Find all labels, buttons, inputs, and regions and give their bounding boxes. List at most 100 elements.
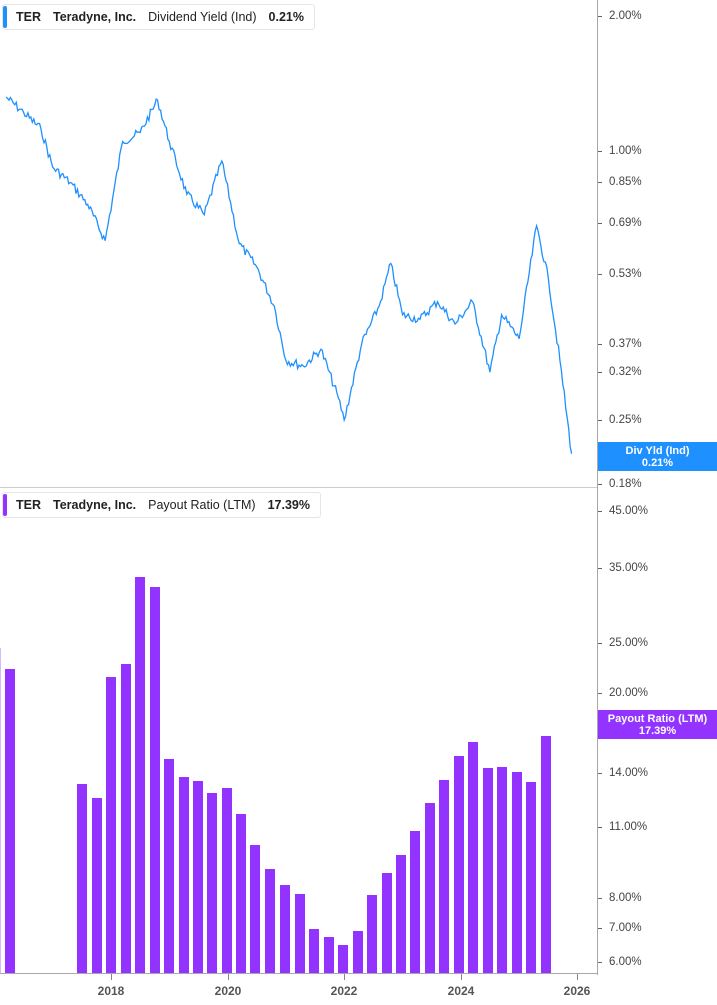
payout-ratio-bar xyxy=(367,895,377,973)
x-tick-label: 2024 xyxy=(447,984,475,998)
y-tick-label: 25.00% xyxy=(609,637,649,649)
company-name: Teradyne, Inc. xyxy=(53,498,137,512)
y-tick-label: 7.00% xyxy=(609,922,642,934)
payout-ratio-bar xyxy=(164,759,174,973)
y-tick-label: 11.00% xyxy=(609,821,648,833)
y-tick-mark xyxy=(598,898,602,899)
x-tick-mark xyxy=(228,974,229,980)
tag-value: 17.39% xyxy=(638,724,677,737)
metric-name: Dividend Yield (Ind) xyxy=(148,10,257,24)
payout-ratio-bar xyxy=(295,894,305,973)
payout-ratio-bar xyxy=(454,756,464,973)
payout-ratio-bar xyxy=(309,929,319,973)
ticker: TER xyxy=(16,10,41,24)
payout-ratio-bar xyxy=(250,845,260,973)
y-tick-mark xyxy=(598,693,602,694)
y-tick-mark xyxy=(598,420,602,421)
payout-ratio-bar xyxy=(135,577,145,973)
y-tick-label: 20.00% xyxy=(609,687,649,699)
payout-ratio-bar xyxy=(150,587,160,973)
x-tick-label: 2020 xyxy=(214,984,242,998)
payout-ratio-bar xyxy=(410,831,420,973)
payout-ratio-bar xyxy=(207,793,217,973)
payout-ratio-bar xyxy=(77,784,87,973)
y-tick-mark xyxy=(598,344,602,345)
x-axis-line xyxy=(0,973,598,974)
x-tick-mark xyxy=(344,974,345,980)
dividend-yield-legend[interactable]: TER Teradyne, Inc. Dividend Yield (Ind) … xyxy=(2,4,315,30)
y-tick-label: 0.25% xyxy=(609,414,642,426)
metric-name: Payout Ratio (LTM) xyxy=(148,498,256,512)
payout-ratio-bar xyxy=(222,788,232,973)
payout-ratio-bar xyxy=(439,780,449,973)
y-axis-line xyxy=(597,0,598,975)
tag-label: Div Yld (Ind) xyxy=(625,444,690,457)
x-tick-mark xyxy=(111,974,112,980)
payout-ratio-legend[interactable]: TER Teradyne, Inc. Payout Ratio (LTM) 17… xyxy=(2,492,321,518)
company-name: Teradyne, Inc. xyxy=(53,10,137,24)
y-tick-label: 2.00% xyxy=(609,10,642,22)
payout-ratio-bar xyxy=(338,945,348,973)
y-tick-mark xyxy=(598,151,602,152)
x-tick-label: 2018 xyxy=(97,984,125,998)
dividend-yield-line xyxy=(5,96,573,454)
x-tick-mark xyxy=(461,974,462,980)
series-color-swatch xyxy=(3,494,7,516)
y-tick-mark xyxy=(598,962,602,963)
metric-value: 17.39% xyxy=(267,498,310,512)
y-tick-label: 1.00% xyxy=(609,145,642,157)
y-tick-mark xyxy=(598,928,602,929)
payout-ratio-bar xyxy=(483,768,493,973)
payout-ratio-bar xyxy=(425,803,435,973)
y-tick-label: 0.32% xyxy=(609,366,642,378)
payout-ratio-bar xyxy=(512,772,522,973)
y-tick-mark xyxy=(598,223,602,224)
y-tick-label: 0.85% xyxy=(609,176,642,188)
y-tick-label: 6.00% xyxy=(609,956,642,968)
tag-label: Payout Ratio (LTM) xyxy=(607,712,708,725)
y-tick-label: 14.00% xyxy=(609,767,649,779)
y-tick-label: 8.00% xyxy=(609,892,642,904)
payout-ratio-bars xyxy=(0,577,551,973)
y-tick-mark xyxy=(598,16,602,17)
payout-ratio-bar xyxy=(468,742,478,973)
payout-ratio-bar xyxy=(497,767,507,973)
payout-ratio-bar xyxy=(353,931,363,973)
payout-ratio-bar xyxy=(541,736,551,973)
y-tick-mark xyxy=(598,511,602,512)
dividend-yield-value-tag: Div Yld (Ind) 0.21% xyxy=(598,442,717,471)
ticker: TER xyxy=(16,498,41,512)
y-tick-label: 0.37% xyxy=(609,338,642,350)
payout-ratio-bar xyxy=(324,937,334,973)
payout-ratio-bar xyxy=(193,781,203,973)
y-tick-mark xyxy=(598,773,602,774)
y-tick-mark xyxy=(598,568,602,569)
payout-ratio-bar xyxy=(106,677,116,973)
y-tick-mark xyxy=(598,827,602,828)
y-tick-label: 0.18% xyxy=(609,478,642,490)
panel-divider xyxy=(0,487,597,488)
y-tick-label: 35.00% xyxy=(609,562,649,574)
y-tick-mark xyxy=(598,643,602,644)
y-tick-label: 0.69% xyxy=(609,217,642,229)
payout-ratio-bar xyxy=(5,669,15,973)
payout-ratio-bar xyxy=(92,798,102,973)
payout-ratio-value-tag: Payout Ratio (LTM) 17.39% xyxy=(598,710,717,739)
payout-ratio-bar xyxy=(121,664,131,973)
y-tick-mark xyxy=(598,372,602,373)
payout-ratio-bar-partial xyxy=(0,648,1,973)
payout-ratio-bar xyxy=(382,873,392,973)
y-tick-mark xyxy=(598,182,602,183)
metric-value: 0.21% xyxy=(268,10,304,24)
x-tick-label: 2022 xyxy=(330,984,358,998)
payout-ratio-bar xyxy=(265,869,275,973)
y-tick-mark xyxy=(598,484,602,485)
x-tick-label: 2026 xyxy=(563,984,591,998)
payout-ratio-bar xyxy=(280,885,290,973)
payout-ratio-bar xyxy=(526,782,536,973)
y-tick-mark xyxy=(598,274,602,275)
y-tick-label: 0.53% xyxy=(609,268,642,280)
x-tick-mark xyxy=(577,974,578,980)
y-tick-label: 45.00% xyxy=(609,505,649,517)
